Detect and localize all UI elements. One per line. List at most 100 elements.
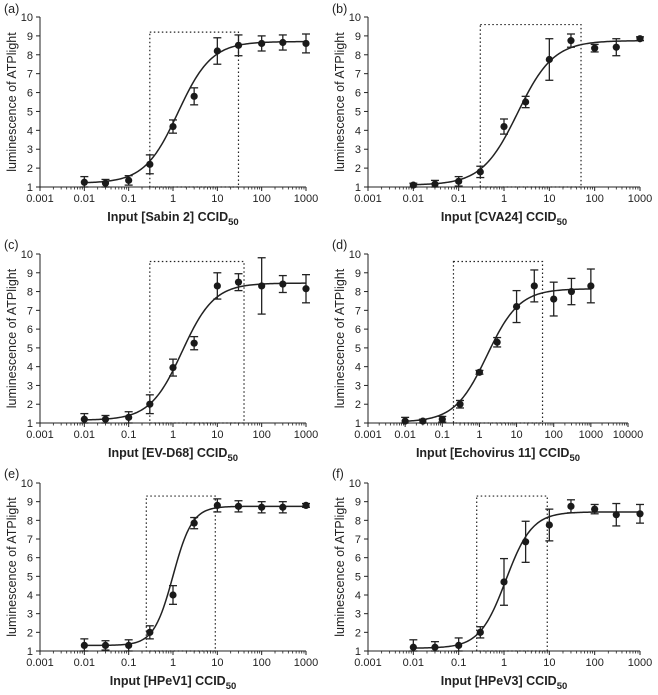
x-tick-label: 10 [510,429,522,441]
data-point [636,35,644,43]
data-point [419,417,427,425]
x-tick-label: 0.1 [121,429,136,441]
data-point [500,122,508,131]
data-point [190,339,198,347]
y-tick-label: 1 [27,418,33,430]
x-tick-label: 1000 [579,429,603,441]
x-tick-label: 0.1 [435,429,450,441]
y-tick-label: 5 [355,106,361,118]
data-point [302,285,310,293]
y-tick-label: 8 [27,50,33,62]
data-point [125,176,133,184]
data-point [213,47,221,55]
data-point [302,39,310,48]
x-tick-label: 100 [252,193,270,205]
x-axis-title: Input [CVA24] CCID50 [441,210,567,228]
x-tick-label: 10 [211,657,223,669]
x-tick-label: 0.1 [451,193,466,205]
data-point [545,55,553,64]
x-tick-label: 10000 [613,429,644,441]
y-tick-label: 10 [349,12,361,24]
linear-range-box [479,23,582,188]
data-point [80,641,88,650]
x-axis-title-subscript: 50 [227,453,238,464]
data-point [550,295,558,303]
data-point [401,417,409,425]
data-point [455,641,463,650]
y-tick-label: 3 [355,609,361,621]
x-axis-title: Input [Sabin 2] CCID50 [107,210,238,228]
y-tick-label: 2 [355,627,361,639]
x-axis-title-subscript: 50 [557,217,568,228]
data-point [213,501,221,509]
x-tick-label: 100 [585,193,603,205]
y-tick-label: 6 [355,553,361,565]
x-tick-label: 0.1 [451,657,466,669]
y-tick-label: 9 [355,31,361,43]
x-axis-title-subscript: 50 [557,681,568,692]
x-tick-label: 0.01 [74,657,95,669]
x-tick-label: 0.01 [403,193,424,205]
y-tick-label: 3 [27,609,33,621]
x-tick-label: 0.01 [74,193,95,205]
x-axis-title-subscript: 50 [228,217,239,228]
data-point [146,160,154,168]
y-tick-label: 7 [355,305,361,317]
panel-label: (d) [332,238,347,252]
y-tick-label: 10 [21,478,33,490]
y-axis-title: luminescence of ATPlight [5,497,19,637]
x-axis-title-main: Input [Sabin 2] CCID [107,210,228,224]
data-point [567,502,575,510]
x-axis-title: Input [Echovirus 11] CCID50 [416,446,580,464]
y-tick-label: 9 [27,31,33,43]
y-tick-label: 7 [355,534,361,546]
y-tick-label: 4 [27,590,33,602]
data-point [493,338,501,346]
x-tick-label: 0.01 [403,657,424,669]
y-tick-label: 2 [355,163,361,175]
y-tick-label: 4 [27,362,33,374]
chart-panel-5: (e) 1 2 3 4 5 6 7 8 9 10 0.001 0.01 0.1 1 10 100 1000 lumi… [4,467,318,692]
y-tick-label: 10 [21,249,33,261]
x-tick-label: 0.001 [26,657,54,669]
x-tick-label: 10 [211,429,223,441]
y-tick-label: 4 [27,125,33,137]
data-point [258,39,266,48]
x-tick-label: 1000 [628,657,652,669]
x-tick-label: 1000 [294,193,318,205]
x-axis-title-main: Input [HPeV1] CCID [110,674,226,688]
y-tick-label: 1 [355,646,361,658]
data-point [567,37,575,45]
panel-label: (b) [332,2,347,16]
y-tick-label: 7 [355,69,361,81]
y-tick-label: 6 [27,88,33,100]
y-tick-label: 5 [27,571,33,583]
data-point [101,179,110,187]
chart-panel-2: (b) 1 2 3 4 5 6 7 8 9 10 0.001 0.01 0.1 1 10 100 1000 lumi… [332,2,652,228]
x-axis-title-main: Input [CVA24] CCID [441,210,557,224]
data-point [567,287,576,296]
data-point [431,643,439,651]
x-tick-label: 1 [170,429,176,441]
x-tick-label: 0.01 [74,429,95,441]
y-tick-label: 6 [27,553,33,565]
y-tick-label: 6 [355,88,361,100]
y-tick-label: 8 [27,287,33,299]
y-tick-label: 9 [27,497,33,509]
y-tick-label: 4 [355,590,361,602]
data-point [234,278,243,286]
y-tick-label: 10 [349,249,361,261]
y-tick-label: 5 [27,343,33,355]
x-tick-label: 100 [545,429,563,441]
data-point [125,413,133,421]
linear-range-box [149,31,240,188]
fit-curve [84,282,306,421]
y-tick-label: 2 [27,627,33,639]
x-axis-title-subscript: 50 [569,453,580,464]
y-tick-label: 4 [355,125,361,137]
y-tick-label: 8 [355,287,361,299]
x-tick-label: 1000 [628,193,652,205]
chart-panel-6: (f) 1 2 3 4 5 6 7 8 9 10 0.001 0.01 0.1 1 10 100 1000 lumi… [332,467,652,692]
x-axis-title: Input [EV-D68] CCID50 [108,446,238,464]
